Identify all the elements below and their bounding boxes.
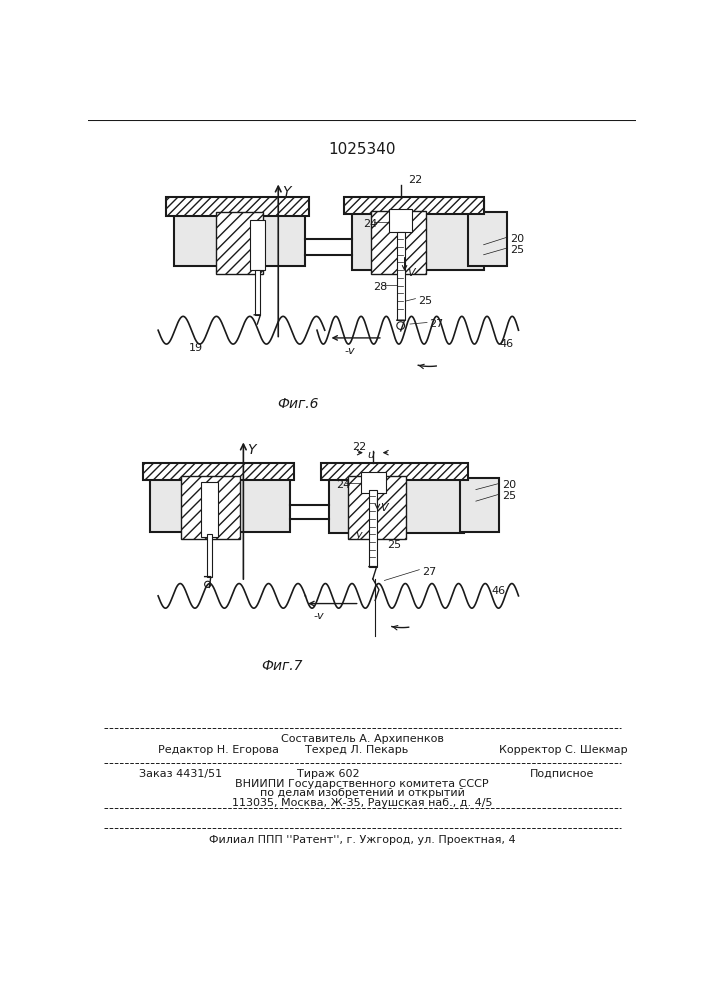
Text: -v: -v xyxy=(344,346,355,356)
Text: ВНИИПИ Государственного комитета СССР: ВНИИПИ Государственного комитета СССР xyxy=(235,779,489,789)
Text: Редактор Н. Егорова: Редактор Н. Егорова xyxy=(158,745,279,755)
Bar xyxy=(321,463,468,480)
Text: 46: 46 xyxy=(491,586,506,596)
Bar xyxy=(348,476,406,539)
Bar xyxy=(361,472,386,493)
Text: Подписное: Подписное xyxy=(530,769,595,779)
Bar xyxy=(397,232,404,320)
Bar xyxy=(460,478,499,532)
Text: V: V xyxy=(380,503,387,513)
Text: по делам изобретений и открытий: по делам изобретений и открытий xyxy=(259,788,464,798)
Bar xyxy=(201,482,218,537)
Bar xyxy=(182,476,240,539)
Text: 46: 46 xyxy=(499,339,513,349)
Text: Y: Y xyxy=(247,443,256,457)
Bar xyxy=(207,534,211,577)
Text: Филиал ППП ''Pатент'', г. Ужгород, ул. Проектная, 4: Филиал ППП ''Pатент'', г. Ужгород, ул. П… xyxy=(209,835,515,845)
Text: Фиг.6: Фиг.6 xyxy=(277,397,318,411)
Text: 1025340: 1025340 xyxy=(328,142,396,157)
Text: Фиг.7: Фиг.7 xyxy=(262,659,303,673)
Text: u: u xyxy=(367,450,374,460)
Text: Y: Y xyxy=(282,185,291,199)
Text: Техред Л. Пекарь: Техред Л. Пекарь xyxy=(305,745,409,755)
Text: Корректор С. Шекмар: Корректор С. Шекмар xyxy=(499,745,628,755)
Text: 24: 24 xyxy=(337,480,351,490)
Text: 25: 25 xyxy=(510,245,524,255)
Bar xyxy=(255,270,259,315)
Bar xyxy=(369,490,377,567)
Text: 28: 28 xyxy=(373,282,388,292)
Text: 25: 25 xyxy=(418,296,432,306)
Text: Составитель А. Архипенков: Составитель А. Архипенков xyxy=(281,734,443,744)
Bar xyxy=(371,211,426,274)
Text: 20: 20 xyxy=(510,234,524,244)
Bar xyxy=(151,470,290,532)
Bar xyxy=(174,201,305,266)
Text: Заказ 4431/51: Заказ 4431/51 xyxy=(139,769,222,779)
Text: 25: 25 xyxy=(502,491,516,501)
Bar xyxy=(143,463,293,480)
Text: y: y xyxy=(356,530,363,540)
Bar xyxy=(344,197,484,214)
Text: Тираж 602: Тираж 602 xyxy=(298,769,360,779)
Text: 19: 19 xyxy=(189,343,203,353)
Text: V: V xyxy=(407,268,414,278)
Bar xyxy=(216,212,263,274)
Bar xyxy=(166,197,309,216)
Text: 27: 27 xyxy=(429,319,443,329)
Text: 22: 22 xyxy=(352,442,366,452)
Text: -v: -v xyxy=(313,611,324,621)
Text: 27: 27 xyxy=(421,567,436,577)
Bar xyxy=(250,220,265,270)
Text: 20: 20 xyxy=(502,480,516,490)
Text: 24: 24 xyxy=(363,219,378,229)
Text: 25: 25 xyxy=(387,540,402,550)
Text: 22: 22 xyxy=(409,175,423,185)
Bar xyxy=(468,212,507,266)
Text: 113035, Москва, Ж-35, Раушская наб., д. 4/5: 113035, Москва, Ж-35, Раушская наб., д. … xyxy=(232,798,492,808)
Bar xyxy=(389,209,412,232)
Bar xyxy=(352,201,484,270)
Bar xyxy=(329,470,464,533)
